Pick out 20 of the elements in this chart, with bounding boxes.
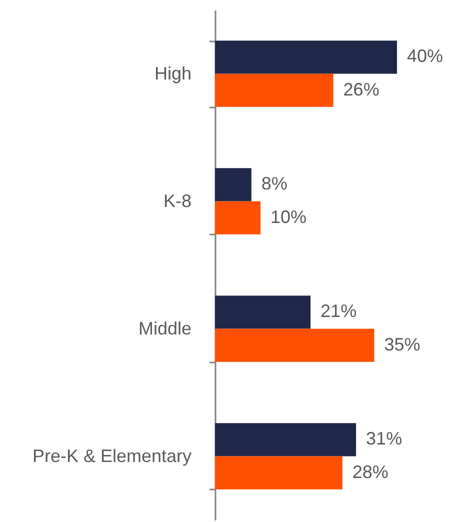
bar <box>215 168 252 202</box>
bar <box>215 328 374 362</box>
y-tick-label: Pre-K & Elementary <box>32 446 192 466</box>
data-label: 35% <box>384 334 420 354</box>
bar <box>215 40 397 74</box>
bar <box>215 423 356 456</box>
data-label: 21% <box>320 301 357 322</box>
data-label: 28% <box>352 462 388 482</box>
data-label: 10% <box>270 206 307 227</box>
y-tick-label: Middle <box>138 318 192 338</box>
y-tick-label: High <box>154 63 192 84</box>
data-label: 8% <box>261 174 288 194</box>
y-tick-label: K-8 <box>163 190 192 211</box>
data-label: 31% <box>366 428 402 449</box>
data-label: 26% <box>343 79 380 100</box>
bar <box>215 74 334 107</box>
data-label: 40% <box>407 46 444 66</box>
bar <box>215 456 342 490</box>
bar <box>215 201 260 234</box>
bar <box>215 296 311 329</box>
